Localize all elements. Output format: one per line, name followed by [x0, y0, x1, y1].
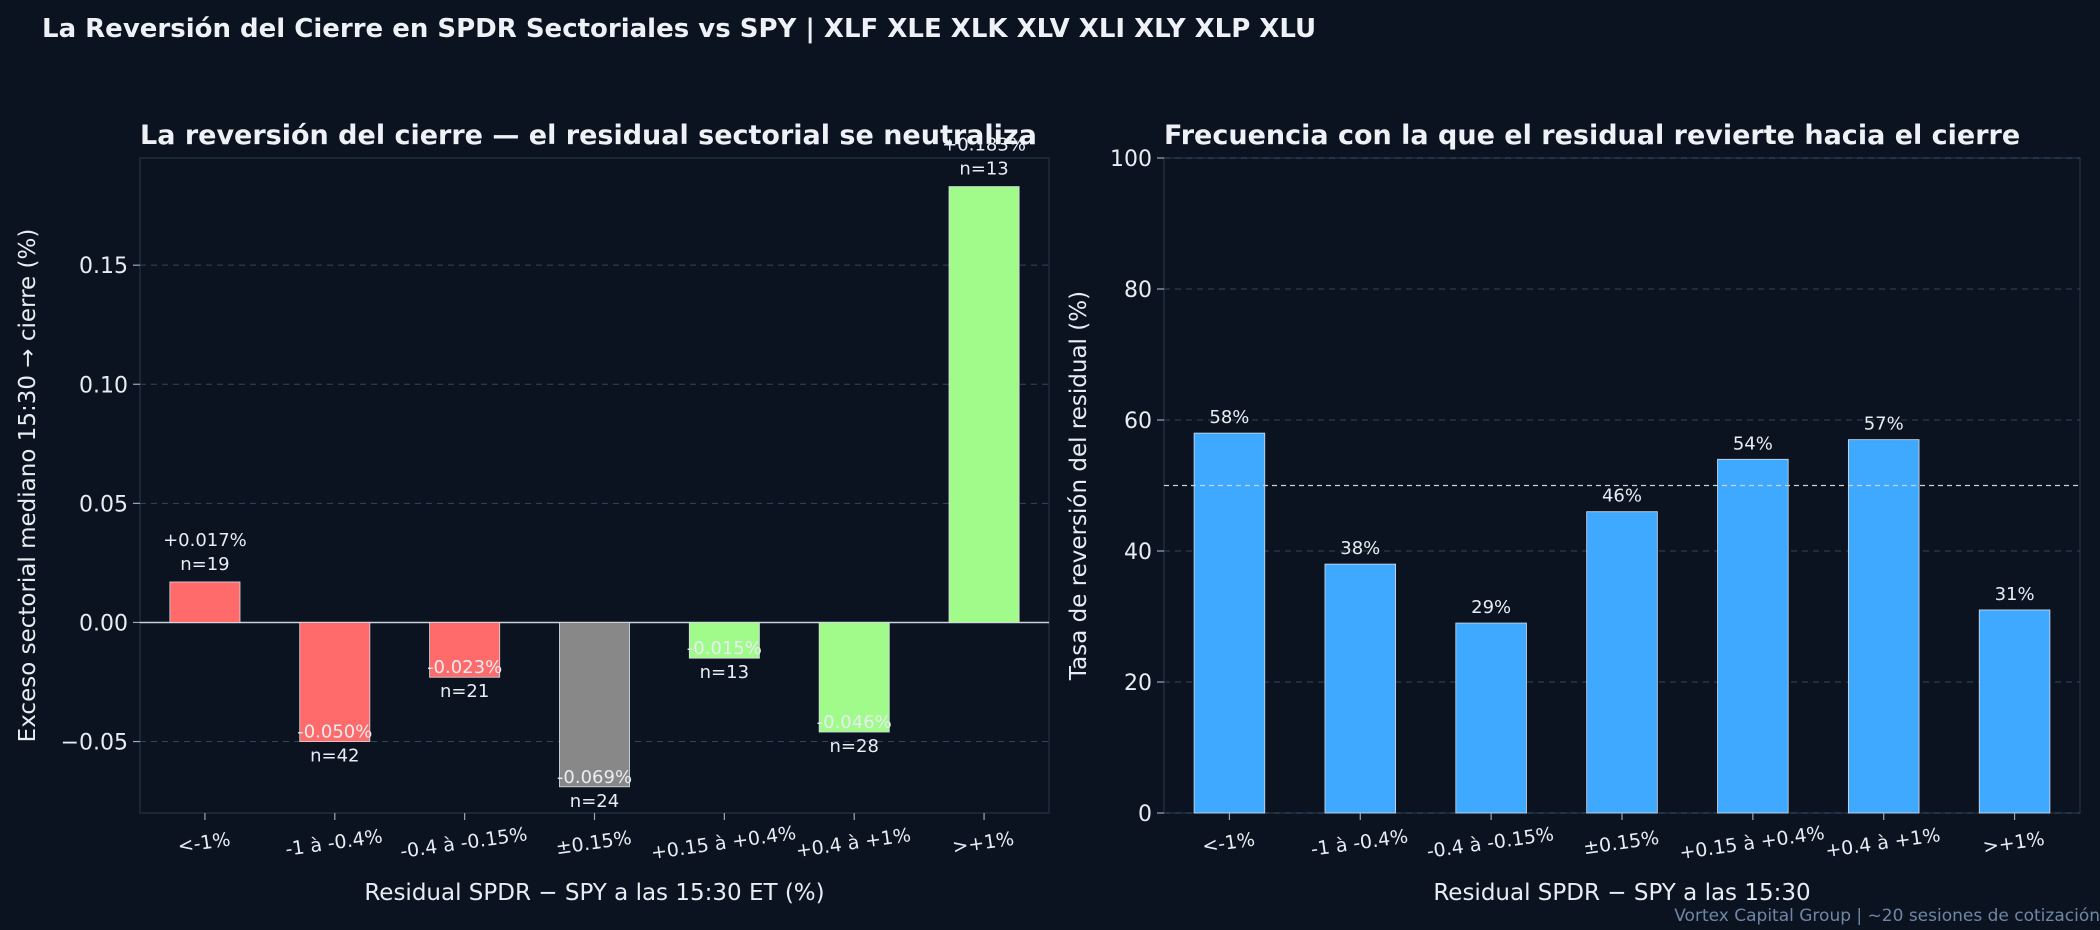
- chart-title: Frecuencia con la que el residual revier…: [1164, 120, 2020, 151]
- data-label: -0.046%: [817, 712, 892, 733]
- data-label-n: n=28: [830, 736, 879, 757]
- y-tick-label: 0.15: [79, 254, 128, 279]
- bar: [1586, 511, 1658, 814]
- data-label: 54%: [1733, 433, 1773, 454]
- bar: [1978, 609, 2051, 814]
- y-tick-label: 100: [1110, 147, 1152, 172]
- y-tick-label: 0: [1138, 802, 1152, 827]
- data-label: 57%: [1864, 414, 1904, 435]
- data-label: 46%: [1602, 486, 1642, 507]
- x-tick-label: +0.4 à +1%: [794, 824, 912, 862]
- data-label-n: n=13: [959, 159, 1008, 180]
- x-tick-label: +0.4 à +1%: [1824, 824, 1942, 862]
- bar: [818, 622, 890, 733]
- y-tick-label: 40: [1124, 540, 1152, 565]
- data-label: -0.069%: [557, 767, 632, 788]
- bar: [299, 622, 371, 742]
- data-label-n: n=24: [570, 791, 619, 812]
- bar: [688, 622, 760, 659]
- x-axis-label: Residual SPDR − SPY a las 15:30 ET (%): [364, 880, 824, 906]
- bar: [1324, 563, 1397, 814]
- x-tick-label: <-1%: [1201, 828, 1256, 857]
- x-tick-label: >+1%: [951, 828, 1015, 858]
- x-tick-label: >+1%: [1982, 828, 2046, 858]
- data-label-n: n=21: [440, 681, 489, 702]
- chart-title: La reversión del cierre — el residual se…: [140, 120, 1037, 151]
- figure-title: La Reversión del Cierre en SPDR Sectoria…: [42, 14, 1317, 44]
- x-tick-label: ±0.15%: [1582, 827, 1661, 859]
- data-label-n: n=42: [310, 746, 359, 767]
- bar: [169, 581, 241, 623]
- x-tick-label: +0.15 à +0.4%: [650, 822, 798, 864]
- y-tick-label: 60: [1124, 409, 1152, 434]
- x-tick-label: -1 à -0.4%: [284, 825, 384, 860]
- data-label-n: n=19: [180, 554, 229, 575]
- data-label: +0.183%: [942, 135, 1026, 156]
- data-label: +0.017%: [163, 530, 247, 551]
- data-label: 29%: [1471, 597, 1511, 618]
- y-axis-label: Tasa de reversión del residual (%): [1066, 291, 1092, 681]
- y-tick-label: 0.00: [79, 611, 128, 636]
- y-axis-label: Exceso sectorial mediano 15:30 → cierre …: [15, 229, 41, 743]
- x-tick-label: -0.4 à -0.15%: [399, 823, 529, 863]
- data-label: -0.050%: [297, 722, 372, 743]
- y-tick-label: 20: [1124, 671, 1152, 696]
- x-tick-label: -0.4 à -0.15%: [1425, 823, 1555, 863]
- y-tick-label: 80: [1124, 278, 1152, 303]
- bar: [559, 622, 630, 788]
- x-tick-label: ±0.15%: [554, 827, 633, 859]
- y-tick-label: 0.05: [79, 492, 128, 517]
- data-label: -0.015%: [687, 638, 762, 659]
- y-tick-label: −0.05: [61, 731, 128, 756]
- bar: [1455, 622, 1527, 814]
- footer-credit: Vortex Capital Group | ~20 sesiones de c…: [1674, 906, 2100, 926]
- x-tick-label: +0.15 à +0.4%: [1678, 822, 1826, 864]
- x-tick-label: <-1%: [176, 828, 231, 857]
- y-tick-label: 0.10: [79, 373, 128, 398]
- data-label: 31%: [1995, 584, 2035, 605]
- bar: [429, 622, 501, 678]
- data-label: -0.023%: [427, 657, 502, 678]
- x-axis-label: Residual SPDR − SPY a las 15:30: [1433, 880, 1810, 906]
- data-label: 38%: [1340, 538, 1380, 559]
- bar: [948, 186, 1020, 623]
- bar: [1717, 458, 1789, 814]
- bar: [1193, 432, 1266, 814]
- x-tick-label: -1 à -0.4%: [1309, 825, 1409, 860]
- data-label: 58%: [1209, 407, 1249, 428]
- data-label-n: n=13: [700, 662, 749, 683]
- bar: [1847, 439, 1920, 814]
